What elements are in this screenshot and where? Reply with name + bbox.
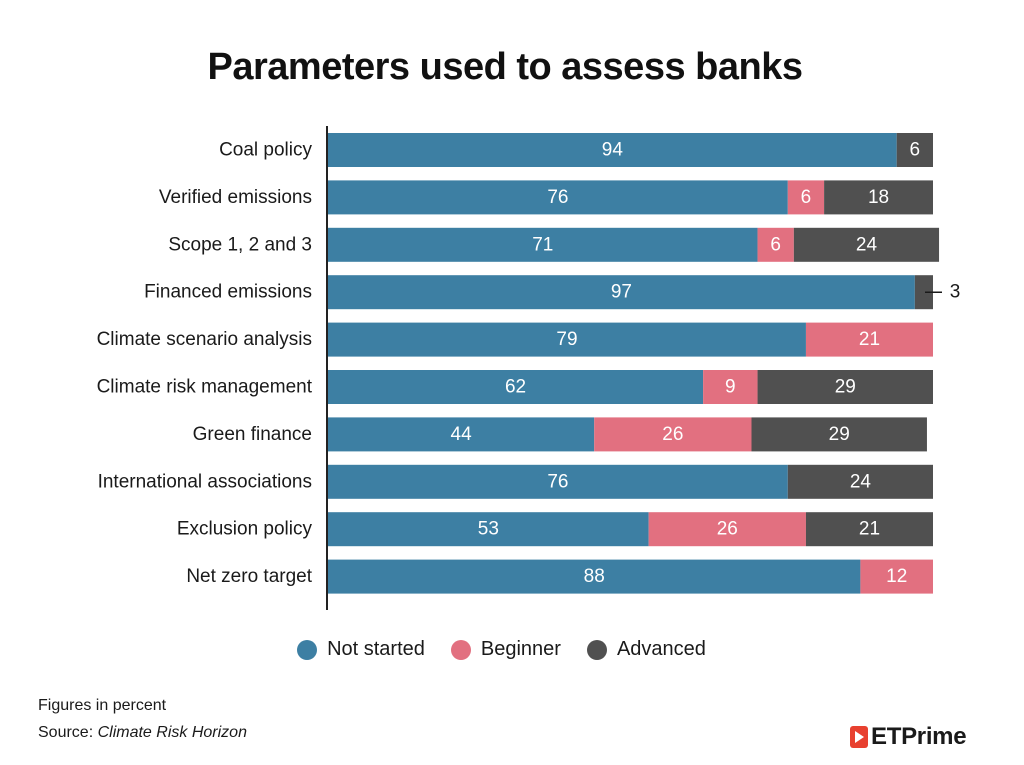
data-label-not-started-net-zero-target: 88 <box>584 566 605 587</box>
footnote: Figures in percent <box>38 697 167 714</box>
bars-layer: 94 6 76 6 18 71 6 24 97 3 79 21 62 9 29 44 26 29 76 24 53 26 2… <box>328 133 960 594</box>
bar-beginner-climate-risk-management <box>703 370 758 404</box>
data-label-not-started-green-finance: 44 <box>451 424 473 445</box>
bar-not-started-international-associations <box>328 464 788 499</box>
bar-advanced-verified-emissions <box>824 180 933 215</box>
data-label-not-started-climate-risk-management: 62 <box>505 377 526 398</box>
legend-swatch-not-started <box>297 639 318 660</box>
category-label-financed-emissions: Financed emissions <box>144 282 312 303</box>
bar-beginner-climate-scenario-analysis <box>805 322 933 357</box>
bar-not-started-verified-emissions <box>328 180 788 215</box>
category-label-coal-policy: Coal policy <box>219 140 312 161</box>
data-label-beginner-exclusion-policy: 26 <box>717 519 738 540</box>
legend-swatch-beginner <box>450 639 471 660</box>
data-label-beginner-scope-1-2-and-3: 6 <box>770 234 781 255</box>
legend-item-beginner: Beginner <box>450 638 561 661</box>
bar-not-started-climate-scenario-analysis <box>328 322 806 357</box>
legend-swatch-advanced <box>586 639 607 660</box>
data-label-not-started-international-associations: 76 <box>547 471 568 492</box>
source-name: Climate Risk Horizon <box>97 724 247 741</box>
legend-label-not-started: Not started <box>327 638 425 660</box>
legend-item-not-started: Not started <box>297 638 425 661</box>
bar-beginner-scope-1-2-and-3 <box>757 227 794 262</box>
data-label-advanced-scope-1-2-and-3: 24 <box>856 234 878 255</box>
category-label-scope-1-2-and-3: Scope 1, 2 and 3 <box>168 234 312 255</box>
data-label-advanced-exclusion-policy: 21 <box>859 519 880 540</box>
data-label-advanced-international-associations: 24 <box>850 471 872 492</box>
source-prefix: Source: <box>38 724 98 741</box>
data-label-not-started-exclusion-policy: 53 <box>478 519 499 540</box>
data-label-beginner-climate-risk-management: 9 <box>725 377 736 398</box>
bar-not-started-exclusion-policy <box>328 512 649 547</box>
bar-beginner-net-zero-target <box>860 559 933 594</box>
bar-beginner-exclusion-policy <box>648 512 806 547</box>
stacked-bar-chart: 94 6 76 6 18 71 6 24 97 3 79 21 62 9 29 44 26 29 76 24 53 26 2… <box>97 126 960 610</box>
data-label-beginner-net-zero-target: 12 <box>886 566 907 587</box>
logo-text: ETPrime <box>871 723 967 750</box>
category-label-green-finance: Green finance <box>193 424 312 445</box>
data-label-advanced-coal-policy: 6 <box>910 140 921 161</box>
data-label-beginner-green-finance: 26 <box>662 424 683 445</box>
bar-advanced-international-associations <box>787 464 933 499</box>
bar-not-started-coal-policy <box>328 133 897 167</box>
data-label-not-started-climate-scenario-analysis: 79 <box>556 329 577 350</box>
bar-advanced-financed-emissions <box>914 275 933 310</box>
etprime-logo: ETPrime <box>850 723 967 751</box>
legend-label-beginner: Beginner <box>480 638 561 660</box>
bar-not-started-climate-risk-management <box>328 370 704 404</box>
play-icon <box>850 726 868 748</box>
bar-beginner-verified-emissions <box>787 180 825 215</box>
data-label-not-started-financed-emissions: 97 <box>611 282 632 303</box>
data-label-advanced-verified-emissions: 18 <box>868 187 889 208</box>
data-label-not-started-verified-emissions: 76 <box>547 187 568 208</box>
category-label-climate-risk-management: Climate risk management <box>97 377 313 398</box>
bar-advanced-exclusion-policy <box>805 512 933 547</box>
chart-title: Parameters used to assess banks <box>207 46 803 88</box>
data-label-advanced-financed-emissions: 3 <box>950 282 961 303</box>
data-label-advanced-climate-risk-management: 29 <box>835 377 856 398</box>
category-label-net-zero-target: Net zero target <box>186 566 312 587</box>
bar-beginner-green-finance <box>594 417 752 452</box>
data-label-beginner-climate-scenario-analysis: 21 <box>859 329 880 350</box>
data-label-advanced-green-finance: 29 <box>829 424 850 445</box>
legend-label-advanced: Advanced <box>616 638 706 660</box>
bar-advanced-climate-risk-management <box>757 370 933 404</box>
bar-advanced-scope-1-2-and-3 <box>793 227 940 262</box>
data-label-not-started-coal-policy: 94 <box>602 140 624 161</box>
data-label-beginner-verified-emissions: 6 <box>801 187 812 208</box>
source-line: Source: Climate Risk Horizon <box>38 724 247 742</box>
category-label-climate-scenario-analysis: Climate scenario analysis <box>97 329 312 350</box>
bar-not-started-financed-emissions <box>328 275 915 310</box>
category-label-international-associations: International associations <box>98 471 312 492</box>
bar-not-started-scope-1-2-and-3 <box>328 227 758 262</box>
bar-advanced-coal-policy <box>896 133 933 167</box>
category-label-exclusion-policy: Exclusion policy <box>177 519 313 540</box>
bar-advanced-green-finance <box>751 417 927 452</box>
bar-not-started-green-finance <box>328 417 595 452</box>
legend: Not started Beginner Advanced <box>0 638 1003 661</box>
data-label-not-started-scope-1-2-and-3: 71 <box>532 234 553 255</box>
legend-item-advanced: Advanced <box>586 638 706 661</box>
category-labels: Coal policy Verified emissions Scope 1, 2 … <box>97 140 313 588</box>
bar-not-started-net-zero-target <box>328 559 861 594</box>
category-label-verified-emissions: Verified emissions <box>159 187 312 208</box>
